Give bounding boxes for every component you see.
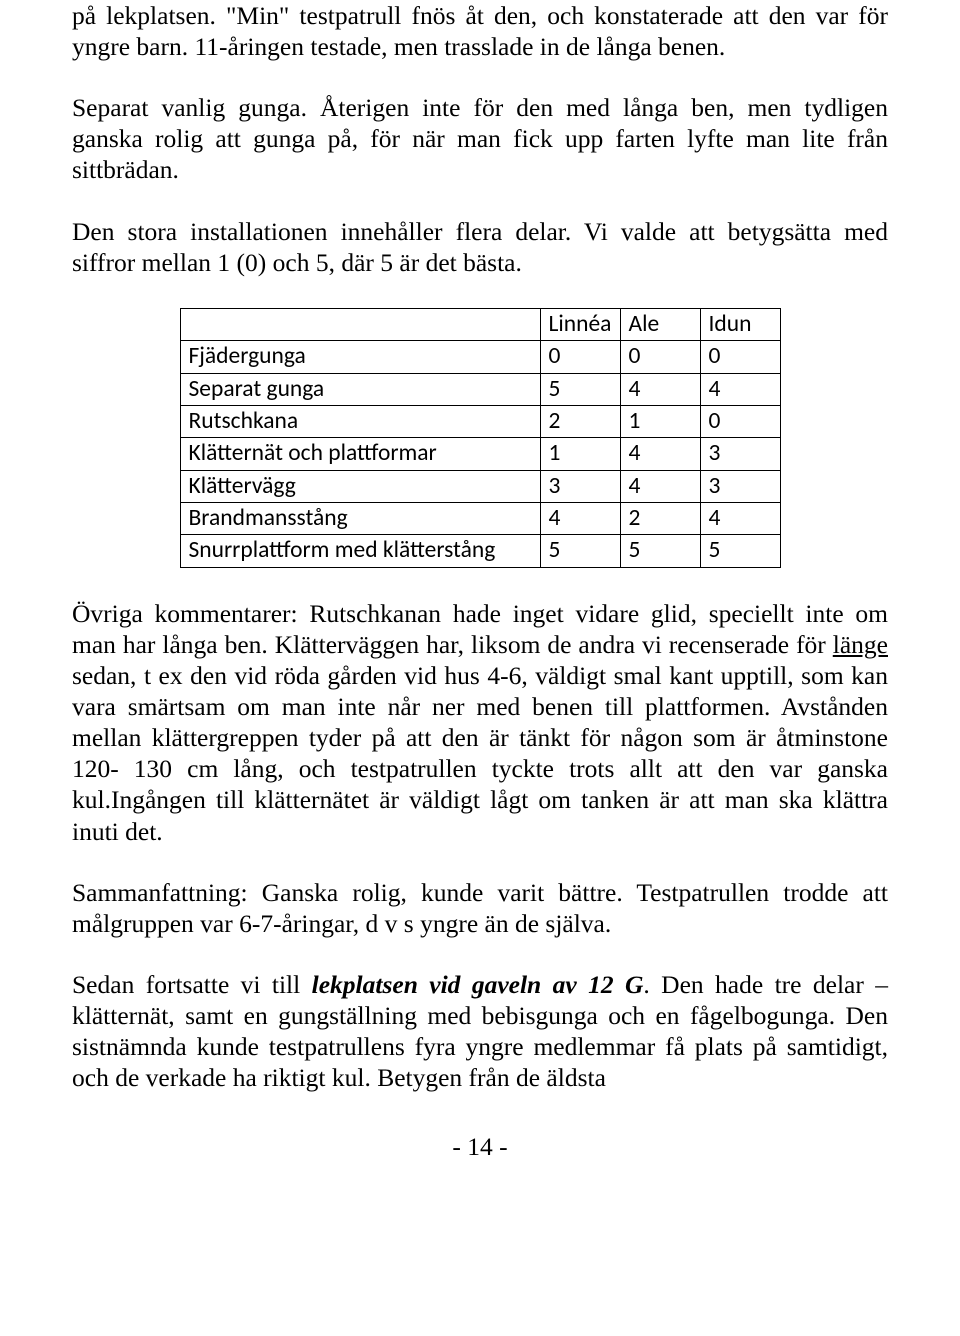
table-header-cell: Ale	[620, 308, 700, 340]
table-header-cell: Linnéa	[540, 308, 620, 340]
table-cell: 4	[700, 503, 780, 535]
paragraph-2: Separat vanlig gunga. Återigen inte för …	[72, 92, 888, 185]
table-cell: 0	[620, 341, 700, 373]
table-row: Brandmansstång 4 2 4	[180, 503, 780, 535]
page-number: - 14 -	[72, 1131, 888, 1162]
table-row: Klättervägg 3 4 3	[180, 470, 780, 502]
table-label-cell: Snurrplattform med klätterstång	[180, 535, 540, 567]
table-cell: 4	[540, 503, 620, 535]
table-row: Klätternät och plattformar 1 4 3	[180, 438, 780, 470]
text-span: Sedan fortsatte vi till	[72, 970, 312, 999]
ratings-table-wrap: Linnéa Ale Idun Fjädergunga 0 0 0 Separa…	[72, 308, 888, 568]
table-row: Snurrplattform med klätterstång 5 5 5	[180, 535, 780, 567]
table-row: Rutschkana 2 1 0	[180, 405, 780, 437]
paragraph-4: Övriga kommentarer: Rutschkanan hade ing…	[72, 598, 888, 847]
table-cell: 5	[620, 535, 700, 567]
paragraph-5: Sammanfattning: Ganska rolig, kunde vari…	[72, 877, 888, 939]
underlined-link-text: länge	[833, 630, 888, 659]
table-cell: 4	[700, 373, 780, 405]
table-label-cell: Klätternät och plattformar	[180, 438, 540, 470]
table-cell: 0	[700, 405, 780, 437]
table-cell: 1	[540, 438, 620, 470]
table-cell: 5	[540, 535, 620, 567]
table-cell: 5	[700, 535, 780, 567]
table-cell: 3	[700, 470, 780, 502]
table-cell: 4	[620, 470, 700, 502]
paragraph-6: Sedan fortsatte vi till lekplatsen vid g…	[72, 969, 888, 1093]
table-label-cell: Klättervägg	[180, 470, 540, 502]
table-row: Fjädergunga 0 0 0	[180, 341, 780, 373]
text-span: Övriga kommentarer: Rutschkanan hade ing…	[72, 599, 888, 659]
table-cell: 2	[620, 503, 700, 535]
table-label-cell: Brandmansstång	[180, 503, 540, 535]
table-cell: 0	[540, 341, 620, 373]
table-cell: 4	[620, 438, 700, 470]
table-cell: 1	[620, 405, 700, 437]
table-label-cell: Rutschkana	[180, 405, 540, 437]
table-row: Separat gunga 5 4 4	[180, 373, 780, 405]
table-cell: 4	[620, 373, 700, 405]
text-span: sedan, t ex den vid röda gården vid hus …	[72, 661, 888, 846]
table-cell: 5	[540, 373, 620, 405]
table-cell: 3	[540, 470, 620, 502]
table-cell: 3	[700, 438, 780, 470]
paragraph-3: Den stora installationen innehåller fler…	[72, 216, 888, 278]
table-cell: 2	[540, 405, 620, 437]
table-cell: 0	[700, 341, 780, 373]
table-label-cell: Fjädergunga	[180, 341, 540, 373]
table-label-cell: Separat gunga	[180, 373, 540, 405]
document-page: på lekplatsen. "Min" testpatrull fnös åt…	[0, 0, 960, 1336]
location-title: lekplatsen vid gaveln av 12 G	[312, 970, 644, 999]
table-header-cell: Idun	[700, 308, 780, 340]
paragraph-1: på lekplatsen. "Min" testpatrull fnös åt…	[72, 0, 888, 62]
table-corner-cell	[180, 308, 540, 340]
table-header-row: Linnéa Ale Idun	[180, 308, 780, 340]
ratings-table: Linnéa Ale Idun Fjädergunga 0 0 0 Separa…	[180, 308, 781, 568]
